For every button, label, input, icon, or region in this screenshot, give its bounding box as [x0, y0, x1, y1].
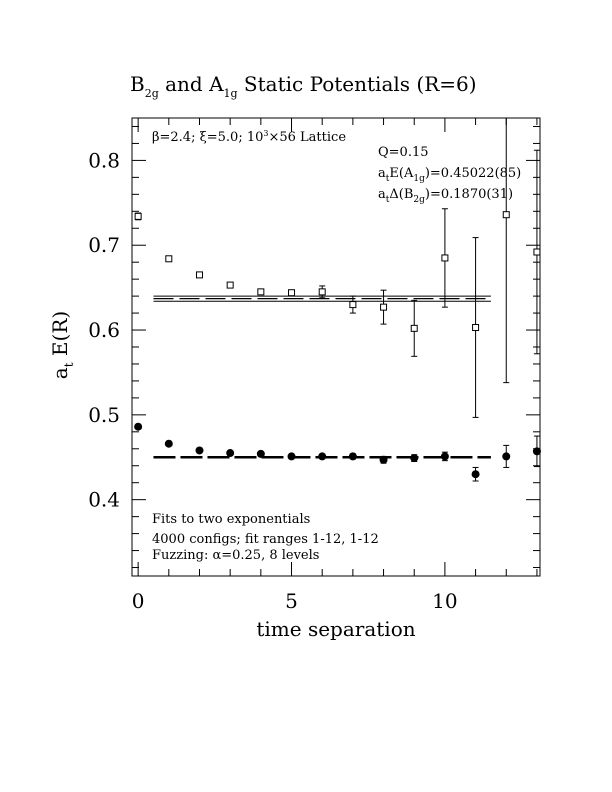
lattice-sup: 3 — [263, 129, 268, 138]
gap-annotation: atΔ(B2g)=0.1870(31) — [378, 187, 513, 205]
title-part-2: and A — [159, 72, 224, 96]
square-point — [441, 254, 449, 262]
fit-note-1: Fits to two exponentials — [152, 512, 310, 527]
square-point — [472, 323, 480, 331]
q-annotation: Q=0.15 — [378, 145, 429, 160]
y-label-sub: t — [62, 362, 76, 367]
square-point — [533, 248, 541, 256]
x-tick-label: 5 — [285, 589, 298, 613]
circle-point — [256, 449, 265, 458]
circle-point — [440, 452, 449, 461]
square-point — [318, 288, 326, 296]
square-point — [134, 212, 142, 220]
x-axis-label: time separation — [256, 617, 415, 641]
circle-point — [379, 455, 388, 464]
title-sub-2: 1g — [224, 87, 238, 100]
axis-ticks — [132, 118, 540, 576]
circle-point — [164, 439, 173, 448]
square-point — [502, 211, 510, 219]
lattice-text-2: ×56 Lattice — [268, 130, 346, 145]
title-sub-1: 2g — [145, 87, 159, 100]
square-point — [165, 255, 173, 263]
y-tick-label: 0.8 — [88, 148, 120, 172]
circle-point — [226, 449, 235, 458]
square-point — [380, 303, 388, 311]
circle-point — [410, 454, 419, 463]
square-point — [410, 324, 418, 332]
circle-point — [134, 422, 143, 431]
circle-point — [348, 452, 357, 461]
circle-point — [287, 452, 296, 461]
y-axis-label: at E(R) — [48, 311, 76, 379]
lattice-annotation: β=2.4; ξ=5.0; 103×56 Lattice — [152, 129, 346, 145]
square-point — [226, 281, 234, 289]
fit-note-3: Fuzzing: α=0.25, 8 levels — [152, 548, 319, 563]
x-tick-label: 0 — [132, 589, 145, 613]
circle-point — [532, 447, 541, 456]
y-tick-label: 0.4 — [88, 488, 120, 512]
circle-point — [318, 452, 327, 461]
fit-lines — [153, 295, 491, 459]
x-tick-label: 10 — [432, 589, 457, 613]
title-part-3: Static Potentials (R=6) — [238, 72, 477, 96]
data-points — [134, 118, 541, 482]
axis-tick-labels: 0 5 10 0.4 0.5 0.6 0.7 0.8 — [88, 148, 457, 613]
fit-note-2: 4000 configs; fit ranges 1-12, 1-12 — [152, 532, 379, 547]
y-tick-label: 0.7 — [88, 233, 120, 257]
y-label-rest: E(R) — [48, 311, 72, 363]
square-point — [257, 288, 265, 296]
y-label-main: a — [48, 367, 72, 379]
lattice-text-1: β=2.4; ξ=5.0; 10 — [152, 130, 263, 145]
circle-point — [195, 446, 204, 455]
square-point — [195, 271, 203, 279]
y-tick-label: 0.6 — [88, 318, 120, 342]
y-tick-label: 0.5 — [88, 403, 120, 427]
chart-title: B2g and A1g Static Potentials (R=6) — [130, 72, 477, 100]
circle-point — [502, 452, 511, 461]
title-part-1: B — [130, 72, 145, 96]
circle-point — [471, 470, 480, 479]
energy-annotation: atE(A1g)=0.45022(85) — [378, 166, 521, 184]
square-point — [349, 301, 357, 309]
square-point — [288, 289, 296, 297]
